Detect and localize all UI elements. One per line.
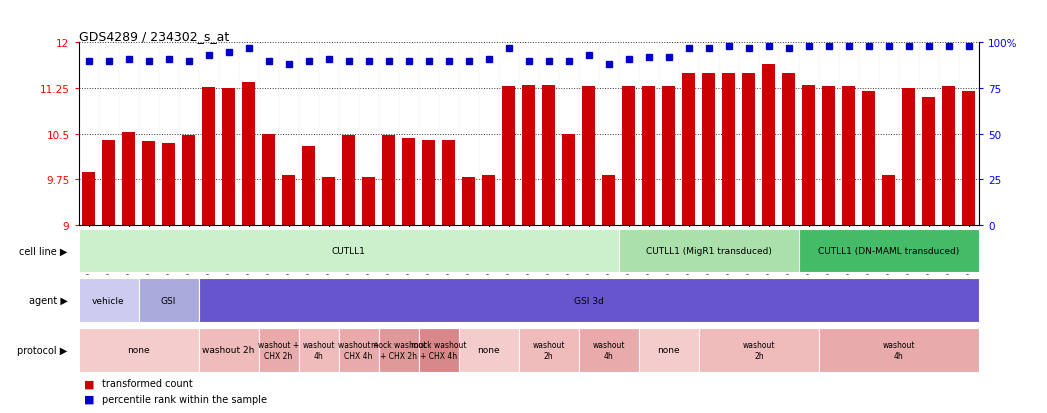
Bar: [542, 86, 555, 225]
Bar: [199, 279, 979, 322]
Bar: [562, 134, 575, 225]
Bar: [483, 176, 495, 225]
Text: ■: ■: [84, 378, 97, 388]
Bar: [942, 87, 956, 225]
Text: washout 2h: washout 2h: [202, 346, 254, 354]
Text: washout
4h: washout 4h: [303, 340, 335, 360]
Bar: [322, 178, 335, 225]
Bar: [518, 328, 579, 372]
Bar: [422, 140, 436, 225]
Bar: [142, 142, 155, 225]
Bar: [282, 176, 295, 225]
Text: CUTLL1 (MigR1 transduced): CUTLL1 (MigR1 transduced): [646, 247, 772, 255]
Text: GSI 3d: GSI 3d: [574, 296, 604, 305]
Bar: [79, 229, 619, 273]
Text: washout +
CHX 4h: washout + CHX 4h: [338, 340, 379, 360]
Text: none: none: [477, 346, 500, 354]
Bar: [703, 74, 715, 225]
Text: GSI: GSI: [161, 296, 176, 305]
Bar: [883, 176, 895, 225]
Bar: [182, 136, 195, 225]
Bar: [338, 328, 379, 372]
Text: cell line ▶: cell line ▶: [19, 246, 68, 256]
Bar: [863, 92, 875, 225]
Bar: [162, 143, 175, 225]
Bar: [79, 328, 199, 372]
Text: GDS4289 / 234302_s_at: GDS4289 / 234302_s_at: [79, 31, 229, 43]
Bar: [579, 328, 639, 372]
Bar: [202, 88, 215, 225]
Bar: [642, 87, 655, 225]
Bar: [402, 138, 416, 225]
Bar: [619, 229, 799, 273]
Text: none: none: [128, 346, 150, 354]
Bar: [82, 172, 95, 225]
Bar: [722, 74, 735, 225]
Bar: [503, 87, 515, 225]
Text: ■: ■: [84, 394, 97, 404]
Bar: [242, 83, 255, 225]
Bar: [382, 136, 395, 225]
Bar: [582, 87, 596, 225]
Bar: [79, 279, 138, 322]
Bar: [298, 328, 338, 372]
Text: mock washout
+ CHX 2h: mock washout + CHX 2h: [371, 340, 426, 360]
Bar: [602, 176, 616, 225]
Text: mock washout
+ CHX 4h: mock washout + CHX 4h: [410, 340, 467, 360]
Text: transformed count: transformed count: [102, 378, 193, 388]
Bar: [442, 140, 455, 225]
Bar: [262, 134, 275, 225]
Bar: [303, 146, 315, 225]
Bar: [639, 328, 698, 372]
Text: agent ▶: agent ▶: [29, 295, 68, 306]
Bar: [622, 87, 636, 225]
Bar: [922, 98, 935, 225]
Text: washout
4h: washout 4h: [883, 340, 915, 360]
Bar: [903, 89, 915, 225]
Text: CUTLL1: CUTLL1: [332, 247, 365, 255]
Bar: [762, 64, 776, 225]
Bar: [962, 92, 976, 225]
Bar: [843, 87, 855, 225]
Bar: [222, 89, 236, 225]
Bar: [199, 328, 259, 372]
Bar: [802, 86, 816, 225]
Bar: [102, 140, 115, 225]
Bar: [362, 178, 375, 225]
Bar: [683, 74, 695, 225]
Text: washout +
CHX 2h: washout + CHX 2h: [258, 340, 299, 360]
Bar: [342, 136, 355, 225]
Bar: [782, 74, 796, 225]
Bar: [663, 87, 675, 225]
Text: vehicle: vehicle: [92, 296, 125, 305]
Text: none: none: [658, 346, 681, 354]
Bar: [819, 328, 979, 372]
Text: washout
4h: washout 4h: [593, 340, 625, 360]
Bar: [742, 74, 755, 225]
Bar: [379, 328, 419, 372]
Text: protocol ▶: protocol ▶: [18, 345, 68, 355]
Bar: [259, 328, 298, 372]
Bar: [459, 328, 518, 372]
Text: washout
2h: washout 2h: [533, 340, 565, 360]
Text: CUTLL1 (DN-MAML transduced): CUTLL1 (DN-MAML transduced): [819, 247, 959, 255]
Bar: [462, 178, 475, 225]
Bar: [522, 86, 535, 225]
Bar: [122, 133, 135, 225]
Bar: [138, 279, 199, 322]
Text: percentile rank within the sample: percentile rank within the sample: [102, 394, 267, 404]
Bar: [698, 328, 819, 372]
Bar: [419, 328, 459, 372]
Bar: [822, 87, 836, 225]
Bar: [799, 229, 979, 273]
Text: washout
2h: washout 2h: [742, 340, 775, 360]
